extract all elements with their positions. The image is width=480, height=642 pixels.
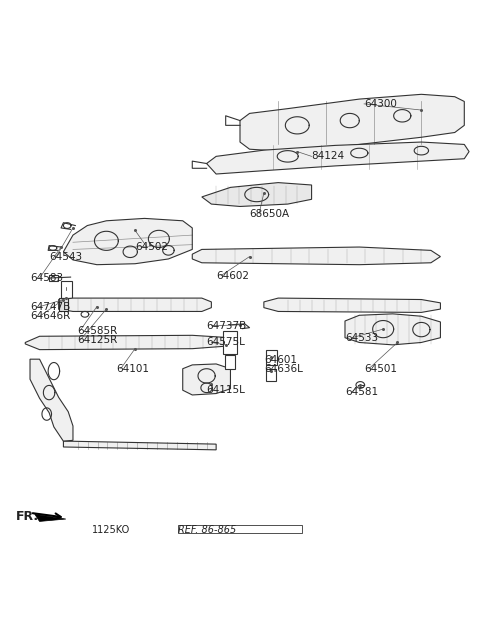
Polygon shape (59, 298, 68, 311)
Text: 64300: 64300 (364, 99, 397, 109)
Text: 64101: 64101 (116, 364, 149, 374)
Text: 64585R: 64585R (78, 325, 118, 336)
Text: 64501: 64501 (364, 364, 397, 374)
Text: 64543: 64543 (49, 252, 82, 261)
Bar (61, 281, 72, 298)
Text: 64583: 64583 (30, 273, 63, 283)
Text: 1125KO: 1125KO (92, 525, 130, 535)
Text: REF. 86-865: REF. 86-865 (178, 525, 236, 535)
Polygon shape (25, 335, 230, 350)
Text: 64601: 64601 (264, 355, 297, 365)
Polygon shape (264, 298, 441, 313)
Text: 64115L: 64115L (206, 385, 245, 395)
Polygon shape (206, 142, 469, 174)
Text: 64602: 64602 (216, 271, 249, 281)
Text: 64575L: 64575L (206, 338, 245, 347)
Text: 64646R: 64646R (30, 311, 70, 321)
Polygon shape (240, 94, 464, 152)
Text: 64747B: 64747B (30, 302, 70, 311)
Text: 64502: 64502 (135, 242, 168, 252)
Bar (178, 525, 302, 534)
Polygon shape (59, 298, 211, 311)
Text: 64581: 64581 (345, 386, 378, 397)
Polygon shape (35, 514, 66, 521)
Polygon shape (183, 364, 230, 395)
Text: 64636L: 64636L (264, 364, 303, 374)
Polygon shape (202, 182, 312, 207)
Text: 64533: 64533 (345, 333, 378, 343)
Text: 84124: 84124 (312, 152, 345, 161)
Text: 64737B: 64737B (206, 321, 247, 331)
Polygon shape (192, 247, 441, 265)
Text: 64125R: 64125R (78, 335, 118, 345)
Polygon shape (30, 359, 73, 441)
Polygon shape (345, 314, 441, 345)
Text: 68650A: 68650A (250, 209, 289, 219)
Bar (266, 350, 277, 365)
Polygon shape (63, 441, 216, 450)
Bar (266, 369, 276, 381)
Polygon shape (63, 218, 192, 265)
Text: FR.: FR. (16, 510, 39, 523)
Bar (225, 356, 235, 369)
Bar (49, 275, 58, 281)
Bar (223, 331, 237, 354)
